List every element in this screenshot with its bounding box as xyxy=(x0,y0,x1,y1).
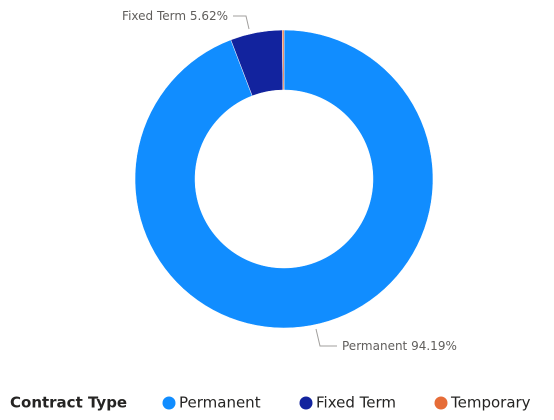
data-label-value: 94.19% xyxy=(411,339,457,353)
legend-marker xyxy=(162,396,176,410)
leader-line xyxy=(315,328,337,347)
donut-slice xyxy=(134,29,434,329)
data-label: Fixed Term 5.62% xyxy=(122,9,228,23)
legend-label: Permanent xyxy=(179,394,261,412)
legend-label: Fixed Term xyxy=(316,394,396,412)
legend-label: Temporary xyxy=(450,394,531,412)
legend-marker xyxy=(434,396,448,410)
data-label: Permanent 94.19% xyxy=(342,339,457,353)
donut-slice xyxy=(281,29,285,91)
data-label-category: Fixed Term xyxy=(122,9,186,23)
data-label-value: 5.62% xyxy=(190,9,228,23)
legend-marker xyxy=(299,396,313,410)
leader-line xyxy=(233,15,250,30)
data-label-category: Permanent xyxy=(342,339,408,353)
legend-title: Contract Type xyxy=(10,394,127,412)
